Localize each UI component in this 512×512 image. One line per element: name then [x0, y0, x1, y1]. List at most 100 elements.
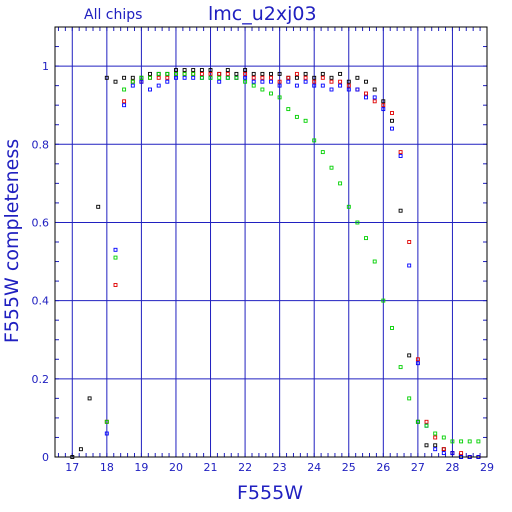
data-point-green	[433, 431, 438, 436]
data-point-black	[407, 353, 412, 358]
data-point-green	[329, 165, 334, 170]
data-point-green	[415, 419, 420, 424]
x-axis-label: F555W	[237, 482, 303, 504]
x-tick-label-19: 19	[134, 461, 148, 474]
data-point-green	[251, 83, 256, 88]
data-point-green	[139, 75, 144, 80]
data-point-black	[346, 79, 351, 84]
y-axis-label: F555W completeness	[1, 139, 23, 343]
data-point-blue	[398, 154, 403, 158]
data-point-blue	[104, 431, 109, 436]
chart-title: lmc_u2xj03	[208, 3, 317, 25]
data-point-blue	[364, 95, 368, 100]
data-point-black	[113, 79, 118, 84]
data-point-green	[364, 236, 368, 241]
data-point-blue	[260, 79, 265, 84]
x-tick-labels: 17 18 19 20 21 22 23 24 25 26 27 28 29	[65, 461, 494, 474]
data-point-blue	[286, 79, 291, 84]
x-tick-label-27: 27	[411, 461, 425, 474]
data-point-green	[303, 118, 308, 123]
data-point-blue	[433, 447, 438, 452]
data-point-red	[165, 75, 170, 80]
data-point-green	[346, 204, 351, 209]
data-point-blue	[424, 423, 429, 428]
data-point-blue	[320, 83, 325, 88]
data-point-green	[182, 71, 187, 76]
data-point-red	[372, 99, 377, 104]
data-point-green	[113, 255, 118, 260]
data-point-green	[467, 439, 472, 444]
data-point-black	[104, 75, 109, 80]
data-point-green	[381, 298, 386, 303]
x-tick-label-29: 29	[480, 461, 494, 474]
data-point-blue	[329, 87, 334, 92]
data-point-red	[390, 111, 394, 115]
data-point-green	[320, 150, 325, 155]
y-tick-label-0.2: 0.2	[32, 373, 50, 386]
data-point-red	[269, 75, 273, 80]
data-point-black	[303, 71, 308, 76]
y-tick-label-0.4: 0.4	[32, 295, 50, 308]
data-point-green	[165, 71, 170, 76]
data-point-black	[174, 68, 178, 72]
data-point-black	[87, 396, 92, 401]
data-point-blue	[407, 263, 412, 268]
data-point-black	[191, 68, 196, 72]
x-tick-label-28: 28	[445, 461, 459, 474]
data-point-blue	[217, 79, 222, 84]
data-point-black	[243, 68, 248, 72]
data-point-black	[372, 87, 377, 92]
data-point-black	[277, 71, 282, 76]
data-point-blue	[294, 83, 299, 88]
data-markers	[70, 68, 481, 459]
data-point-red	[199, 71, 204, 76]
data-point-red	[225, 71, 230, 76]
data-point-black	[234, 71, 239, 76]
data-point-red	[303, 75, 308, 80]
y-tick-labels: 0 0.2 0.4 0.6 0.8 1	[32, 60, 50, 464]
data-point-black	[225, 68, 230, 72]
data-point-red	[294, 71, 299, 76]
data-point-blue	[346, 87, 351, 92]
data-point-black	[329, 75, 334, 80]
x-tick-label-25: 25	[342, 461, 356, 474]
data-point-green	[234, 75, 239, 80]
data-point-green	[459, 439, 464, 444]
data-point-black	[390, 118, 394, 123]
data-point-green	[225, 75, 230, 80]
data-point-red	[346, 83, 351, 88]
data-point-green	[208, 75, 213, 80]
data-point-blue	[122, 103, 127, 108]
data-point-green	[355, 220, 360, 225]
data-point-red	[415, 357, 420, 362]
data-point-green	[277, 95, 282, 100]
data-point-green	[441, 435, 446, 440]
data-point-red	[260, 75, 265, 80]
data-point-green	[476, 439, 481, 444]
data-point-green	[156, 71, 161, 76]
data-point-red	[441, 447, 446, 452]
data-point-black	[269, 71, 273, 76]
data-point-black	[441, 447, 446, 452]
data-point-green	[286, 107, 291, 112]
data-point-black	[148, 71, 152, 76]
data-point-blue	[277, 83, 282, 88]
data-point-blue	[148, 87, 152, 92]
data-point-blue	[243, 75, 248, 80]
data-point-green	[243, 79, 248, 84]
data-point-black	[320, 71, 325, 76]
data-point-black	[208, 68, 213, 72]
data-point-red	[122, 99, 127, 104]
data-point-red	[329, 79, 334, 84]
data-point-blue	[130, 83, 135, 88]
data-point-blue	[415, 361, 420, 366]
x-tick-label-20: 20	[169, 461, 183, 474]
data-point-red	[208, 71, 213, 76]
data-point-black	[251, 71, 256, 76]
x-tick-label-21: 21	[204, 461, 218, 474]
data-point-green	[390, 326, 394, 330]
data-point-green	[450, 439, 455, 444]
grid-lines	[55, 26, 488, 458]
data-point-black	[312, 75, 317, 80]
